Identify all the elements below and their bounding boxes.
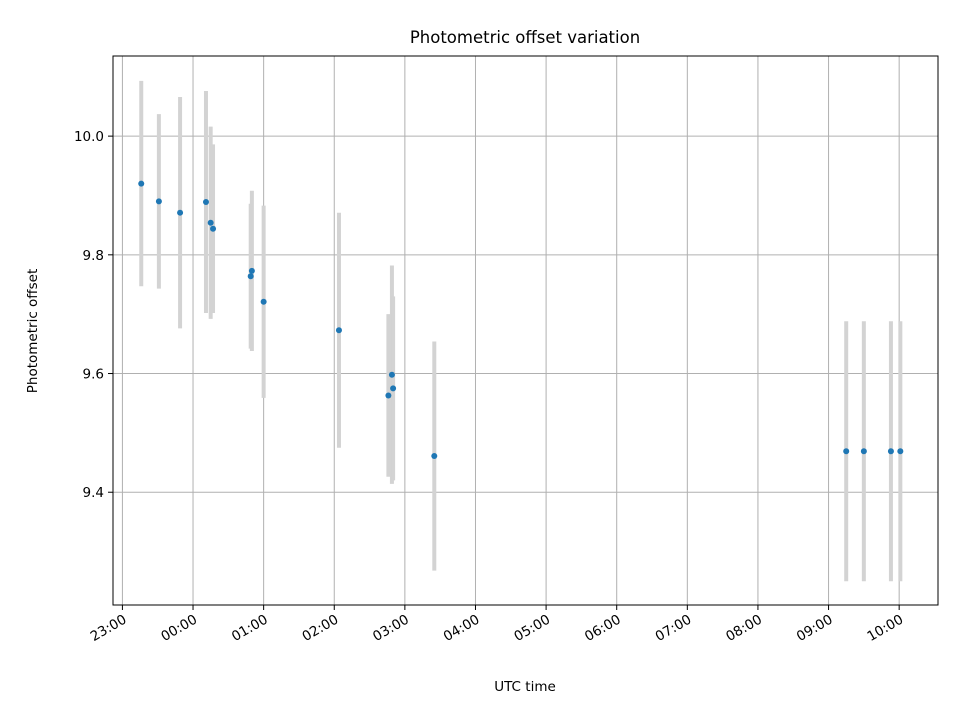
data-point bbox=[385, 392, 392, 399]
data-point bbox=[388, 371, 395, 378]
data-point bbox=[260, 298, 267, 305]
y-tick-label: 9.6 bbox=[83, 367, 104, 383]
data-point bbox=[210, 225, 217, 232]
data-point bbox=[138, 180, 145, 187]
data-point bbox=[431, 453, 438, 460]
chart-title: Photometric offset variation bbox=[410, 28, 640, 47]
y-tick-label: 10.0 bbox=[74, 129, 104, 145]
data-point bbox=[177, 209, 184, 216]
data-point bbox=[860, 448, 867, 455]
data-point bbox=[155, 198, 162, 205]
data-point bbox=[887, 448, 894, 455]
y-tick-label: 9.8 bbox=[83, 248, 104, 264]
data-point bbox=[247, 273, 254, 280]
data-point bbox=[843, 448, 850, 455]
data-point bbox=[207, 219, 214, 226]
data-point bbox=[202, 199, 209, 206]
data-point bbox=[335, 327, 342, 334]
data-point bbox=[248, 267, 255, 274]
x-axis-label: UTC time bbox=[494, 679, 556, 695]
y-axis-ticks: 9.4 9.6 9.8 10.0 bbox=[74, 129, 113, 501]
data-point bbox=[390, 385, 397, 392]
grid bbox=[113, 56, 938, 605]
data-point bbox=[897, 448, 904, 455]
y-tick-label: 9.4 bbox=[83, 485, 104, 501]
y-axis-label: Photometric offset bbox=[25, 269, 41, 393]
plot-frame bbox=[112, 55, 939, 606]
data-points bbox=[138, 180, 904, 460]
